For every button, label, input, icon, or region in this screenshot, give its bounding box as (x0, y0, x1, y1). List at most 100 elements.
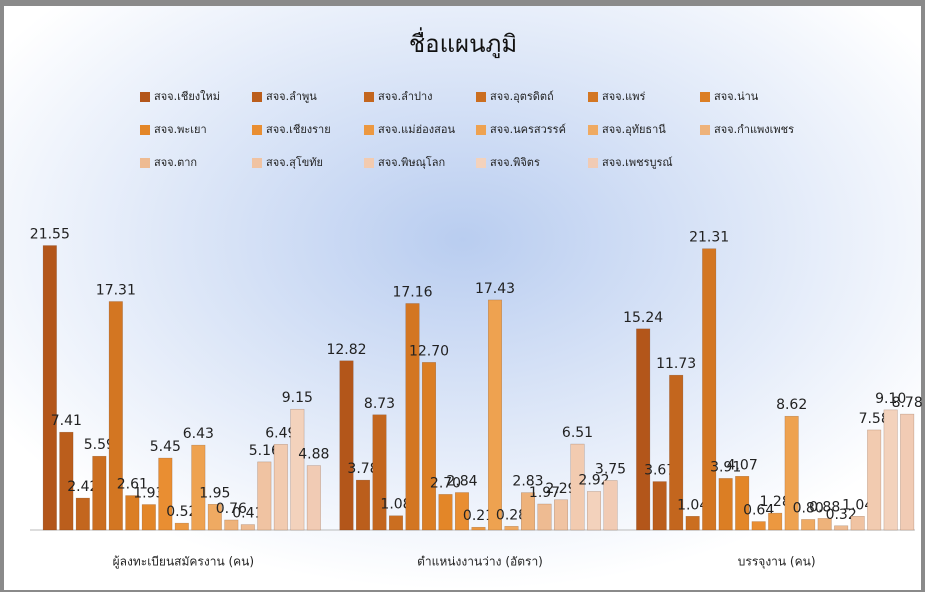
data-label: 2.61 (117, 477, 148, 493)
bar (59, 431, 74, 531)
bar (339, 360, 354, 531)
data-label: 2.92 (578, 472, 609, 488)
data-label: 8.73 (364, 396, 395, 412)
legend-swatch (588, 125, 598, 135)
data-label: 7.58 (859, 411, 890, 427)
bar (850, 516, 865, 531)
data-label: 17.31 (96, 283, 136, 299)
bar (405, 303, 420, 531)
bar (718, 478, 733, 531)
data-label: 7.41 (51, 413, 82, 429)
legend-swatch (140, 125, 150, 135)
data-label: 17.16 (392, 284, 432, 300)
data-label: 0.32 (826, 507, 857, 523)
data-label: 2.42 (67, 479, 98, 495)
data-label: 1.28 (760, 494, 791, 510)
legend-label: สจจ.กำแพงเพชร (714, 123, 794, 136)
bar (372, 414, 387, 531)
bar (784, 415, 799, 531)
bar (603, 480, 618, 531)
bar (389, 515, 403, 531)
data-label: 6.49 (265, 425, 296, 441)
bar (883, 409, 898, 531)
legend-label: สจจ.น่าน (714, 90, 759, 103)
legend-swatch (364, 92, 374, 102)
legend-swatch (252, 92, 262, 102)
bar (108, 301, 123, 531)
data-label: 8.78 (892, 395, 923, 411)
bar (867, 429, 882, 531)
bar (488, 299, 502, 531)
bar (554, 499, 568, 531)
legend-swatch (252, 158, 262, 168)
data-label: 6.43 (183, 426, 214, 442)
bar (735, 476, 750, 531)
data-label: 1.04 (677, 497, 708, 513)
legend-swatch (588, 92, 598, 102)
data-label: 1.95 (199, 485, 230, 501)
data-label: 4.88 (298, 447, 329, 463)
data-label: 12.70 (409, 343, 449, 359)
bar (521, 492, 535, 531)
legend-label: สจจ.สุโขทัย (266, 155, 323, 169)
bar (273, 444, 288, 531)
bar (702, 248, 717, 531)
legend-swatch (700, 92, 710, 102)
data-label: 3.91 (710, 459, 741, 475)
data-label: 1.08 (380, 497, 411, 513)
bar (257, 461, 272, 531)
data-label: 0.21 (463, 508, 494, 524)
legend-label: สจจ.ตาก (154, 156, 197, 169)
data-label: 9.10 (875, 391, 906, 407)
data-label: 2.83 (512, 474, 543, 490)
data-label: 3.75 (595, 462, 626, 478)
data-label: 0.52 (166, 504, 197, 520)
data-label: 6.51 (562, 425, 593, 441)
data-label: 2.70 (430, 475, 461, 491)
bar (817, 518, 832, 531)
bar (92, 455, 107, 531)
legend-label: สจจ.อุทัยธานี (602, 123, 666, 136)
data-label: 0.64 (743, 503, 774, 519)
data-label: 2.29 (545, 481, 576, 497)
bar (42, 245, 57, 531)
bar (191, 444, 206, 531)
data-label: 0.88 (809, 499, 840, 515)
legend-swatch (364, 125, 374, 135)
legend-label: สจจ.แม่ฮ่องสอน (378, 123, 455, 136)
bar (801, 519, 816, 531)
data-label: 9.15 (282, 390, 313, 406)
legend-label: สจจ.เชียงราย (266, 123, 331, 136)
legend-label: สจจ.อุตรดิตถ์ (490, 90, 554, 103)
bar (75, 497, 90, 531)
data-label: 2.84 (446, 474, 477, 490)
bar (570, 443, 585, 531)
legend-label: สจจ.ลำปาง (378, 90, 433, 103)
data-label: 17.43 (475, 281, 515, 297)
data-label: 21.31 (689, 230, 729, 246)
bar (587, 491, 601, 531)
bar (455, 492, 469, 531)
bar (125, 495, 140, 531)
x-tick-label: ตำแหน่งงานว่าง (อัตรา) (417, 555, 543, 569)
bar (240, 524, 255, 531)
data-label: 15.24 (623, 310, 663, 326)
legend-label: สจจ.เพชรบูรณ์ (602, 156, 673, 169)
data-label: 0.28 (496, 507, 527, 523)
data-label: 0.80 (793, 500, 824, 516)
legend-label: สจจ.พิจิตร (490, 156, 540, 169)
bar (537, 503, 552, 531)
data-label: 5.59 (84, 437, 115, 453)
legend-swatch (700, 125, 710, 135)
data-label: 0.76 (216, 501, 247, 517)
bar (141, 504, 156, 531)
data-label: 1.97 (529, 485, 560, 501)
bar (356, 479, 370, 531)
bar (422, 362, 436, 531)
legend-label: สจจ.ลำพูน (266, 90, 317, 103)
legend-swatch (476, 92, 486, 102)
legend-swatch (588, 158, 598, 168)
data-label: 0.41 (232, 506, 263, 522)
data-label: 5.45 (150, 439, 181, 455)
